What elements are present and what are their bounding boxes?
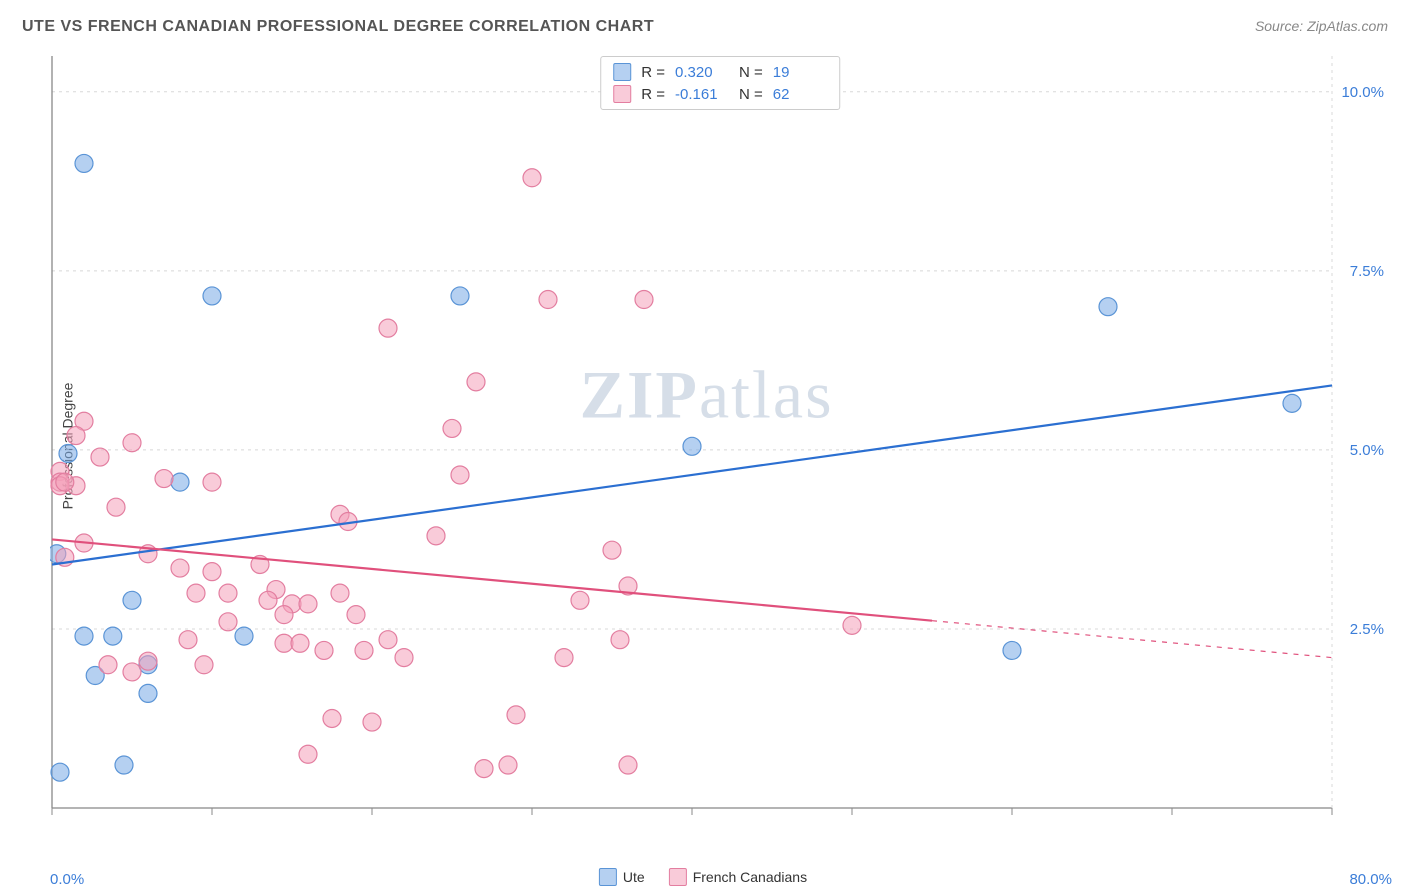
- svg-text:2.5%: 2.5%: [1350, 621, 1384, 638]
- chart-plot-area: 2.5%5.0%7.5%10.0% ZIPatlas R = 0.320 N =…: [50, 52, 1390, 832]
- legend-label: Ute: [623, 869, 645, 885]
- scatter-chart-svg: 2.5% 5.0% 7.5% 10.0%: [50, 52, 1390, 832]
- source-label: Source: ZipAtlas.com: [1255, 18, 1388, 34]
- legend-item: French Canadians: [669, 868, 807, 886]
- x-axis-end-label: 80.0%: [1349, 871, 1392, 888]
- correlation-legend: R = 0.320 N = 19 R = -0.161 N = 62: [600, 56, 840, 110]
- x-axis-start-label: 0.0%: [50, 871, 84, 888]
- chart-title: UTE VS FRENCH CANADIAN PROFESSIONAL DEGR…: [22, 18, 654, 36]
- legend-label: French Canadians: [693, 869, 807, 885]
- svg-text:7.5%: 7.5%: [1350, 263, 1384, 280]
- svg-text:10.0%: 10.0%: [1341, 84, 1384, 101]
- corr-legend-row: R = -0.161 N = 62: [613, 83, 827, 105]
- corr-legend-row: R = 0.320 N = 19: [613, 61, 827, 83]
- legend-item: Ute: [599, 868, 645, 886]
- svg-text:5.0%: 5.0%: [1350, 442, 1384, 459]
- series-legend: Ute French Canadians: [599, 868, 807, 886]
